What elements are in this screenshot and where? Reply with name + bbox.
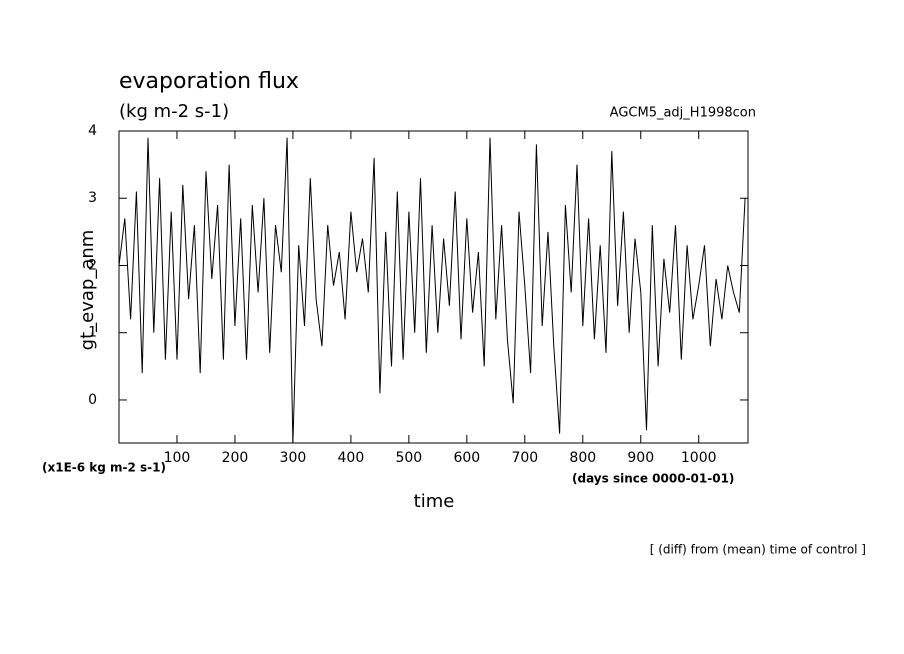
- x-tick-label: 600: [453, 450, 480, 466]
- annotation: AGCM5_adj_H1998con: [610, 106, 756, 121]
- chart-subtitle: (kg m-2 s-1): [119, 101, 229, 122]
- y-tick-label: 4: [88, 123, 97, 139]
- y-tick-label: 2: [88, 257, 97, 273]
- x-tick-label: 700: [511, 450, 538, 466]
- y-axis-label: gt_evap_anm: [77, 230, 98, 351]
- footer: [ (diff) from (mean) time of control ]: [650, 543, 866, 557]
- x-tick-label: 500: [395, 450, 422, 466]
- y-tick-label: 0: [88, 392, 97, 408]
- y-tick-label: 1: [88, 325, 97, 341]
- x-tick-label: 800: [569, 450, 596, 466]
- chart-title: evaporation flux: [119, 69, 299, 94]
- y-unit: (x1E-6 kg m-2 s-1): [42, 461, 166, 475]
- y-tick-label: 3: [88, 190, 97, 206]
- x-unit: (days since 0000-01-01): [572, 472, 734, 486]
- x-tick-label: 1000: [681, 450, 717, 466]
- x-tick-label: 200: [222, 450, 249, 466]
- x-tick-label: 100: [164, 450, 191, 466]
- x-axis-label: time: [414, 491, 455, 512]
- plot-frame: [118, 130, 749, 444]
- x-tick-label: 900: [627, 450, 654, 466]
- x-tick-label: 400: [338, 450, 365, 466]
- x-tick-label: 300: [280, 450, 307, 466]
- data-line: [119, 137, 746, 443]
